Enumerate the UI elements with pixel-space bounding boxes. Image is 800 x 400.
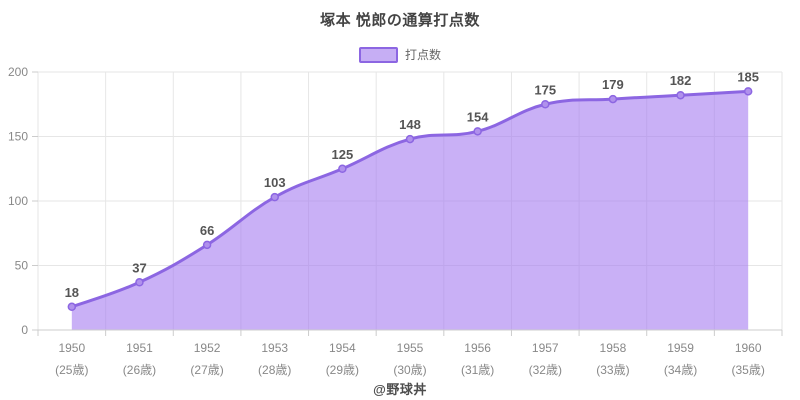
value-label: 185 — [737, 69, 759, 84]
data-point[interactable] — [743, 87, 753, 96]
x-axis-label-age: (33歳) — [596, 363, 629, 377]
value-label: 125 — [332, 147, 354, 162]
value-label: 148 — [399, 117, 421, 132]
x-axis-label-age: (26歳) — [123, 363, 156, 377]
x-axis-label-year: 1959 — [667, 341, 694, 355]
data-point[interactable] — [202, 240, 212, 250]
x-axis-label-age: (32歳) — [529, 363, 562, 377]
data-point[interactable] — [67, 302, 77, 312]
x-axis-label-year: 1952 — [194, 341, 221, 355]
value-label: 154 — [467, 109, 489, 124]
x-axis-label-age: (30歳) — [393, 363, 426, 377]
y-axis-label: 150 — [8, 130, 28, 144]
y-axis-label: 200 — [8, 65, 28, 79]
x-axis-label-year: 1955 — [397, 341, 424, 355]
x-axis-label-age: (34歳) — [664, 363, 697, 377]
y-axis-label: 100 — [8, 194, 28, 208]
value-label: 37 — [132, 260, 146, 275]
value-label: 179 — [602, 77, 624, 92]
x-axis-label-age: (29歳) — [326, 363, 359, 377]
legend: 打点数 — [0, 46, 800, 63]
data-point[interactable] — [473, 127, 482, 136]
value-label: 175 — [534, 82, 556, 97]
x-axis-label-year: 1954 — [329, 341, 356, 355]
legend-label: 打点数 — [404, 48, 441, 62]
data-point[interactable] — [608, 94, 618, 104]
x-axis-label-age: (35歳) — [732, 363, 765, 377]
x-axis-label-year: 1960 — [735, 341, 762, 355]
x-axis-label-age: (31歳) — [461, 363, 494, 377]
x-axis-label-year: 1950 — [58, 341, 85, 355]
footer-credit: @野球丼 — [373, 382, 427, 397]
data-point[interactable] — [405, 134, 415, 144]
value-label: 18 — [65, 285, 79, 300]
value-label: 66 — [200, 223, 214, 238]
x-axis-label-year: 1957 — [532, 341, 559, 355]
y-axis-label: 0 — [21, 323, 28, 337]
data-point[interactable] — [676, 90, 685, 100]
x-axis-label-age: (28歳) — [258, 363, 291, 377]
legend-item-rbi[interactable]: 打点数 — [358, 46, 441, 63]
data-point[interactable] — [541, 100, 550, 109]
x-axis-label-year: 1958 — [600, 341, 627, 355]
data-point[interactable] — [135, 278, 144, 287]
data-point[interactable] — [338, 164, 347, 173]
value-label: 103 — [264, 175, 286, 190]
series-area — [71, 91, 749, 330]
legend-swatch — [358, 46, 398, 63]
x-axis-label-year: 1956 — [464, 341, 491, 355]
data-point[interactable] — [270, 192, 279, 202]
x-axis-label-age: (25歳) — [55, 363, 88, 377]
chart-title: 塚本 悦郎の通算打点数 — [320, 12, 480, 29]
x-axis-label-year: 1951 — [126, 341, 153, 355]
x-axis-label-year: 1953 — [261, 341, 288, 355]
value-label: 182 — [670, 73, 692, 88]
x-axis-label-age: (27歳) — [190, 363, 223, 377]
y-axis-label: 50 — [15, 259, 29, 273]
